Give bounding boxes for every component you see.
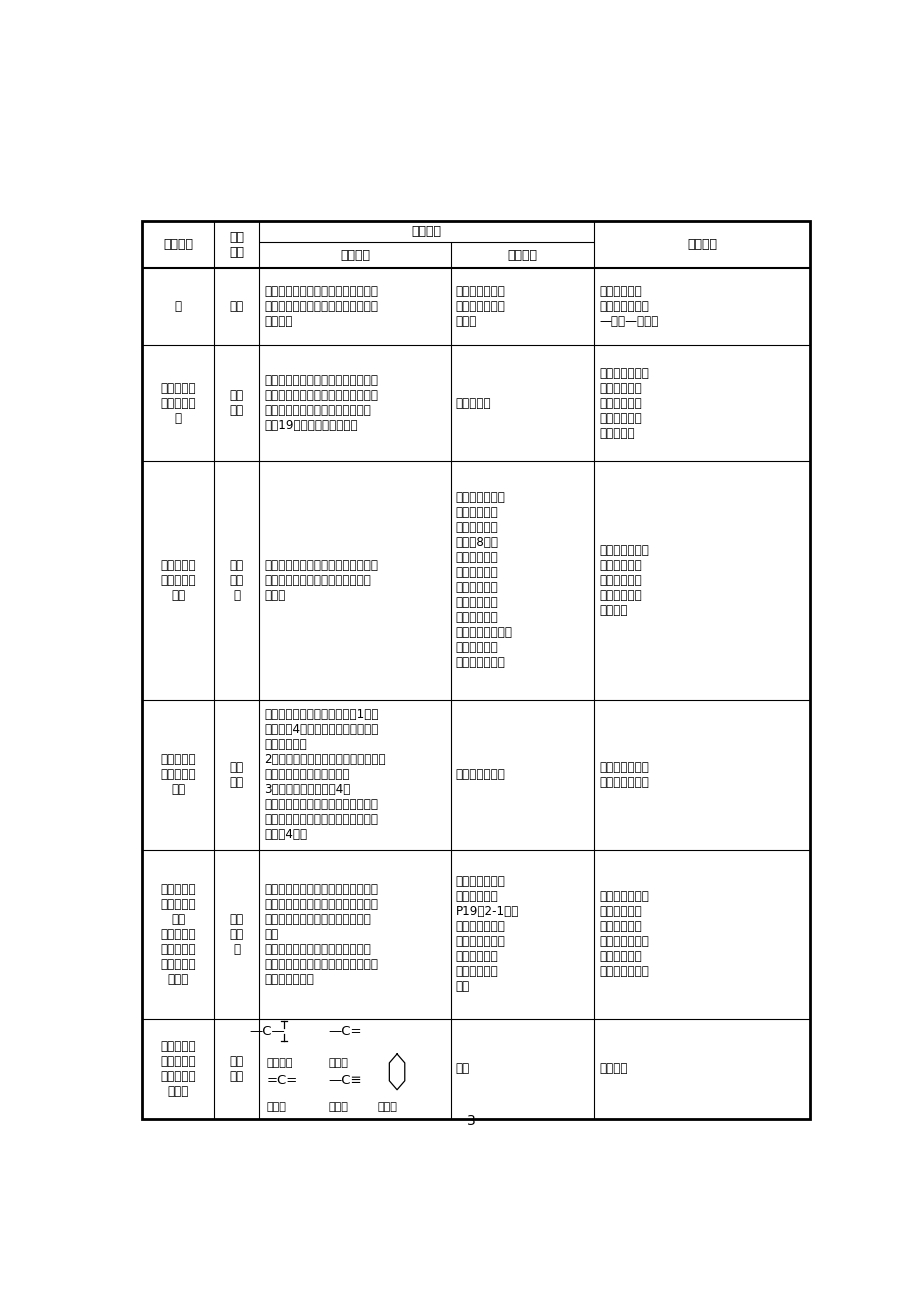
Text: 一: 一: [175, 301, 182, 312]
Text: 通过归纳，帮助
学生理清思路。: 通过归纳，帮助 学生理清思路。: [598, 760, 649, 789]
Text: 教师活动: 教师活动: [339, 249, 369, 262]
Text: 有机物中碳
原子的成键
特点: 有机物中碳 原子的成键 特点: [160, 753, 196, 797]
Text: 默记: 默记: [455, 1062, 470, 1075]
Text: 平面型: 平面型: [378, 1101, 397, 1112]
Text: 教学
环节: 教学 环节: [229, 230, 244, 259]
Text: =C=: =C=: [267, 1074, 298, 1087]
Text: 3: 3: [467, 1113, 475, 1128]
Text: 简单有机分
子的空间结
构及
碳原子的成
键方式与分
子空间构型
的关系: 简单有机分 子的空间结 构及 碳原子的成 键方式与分 子空间构型 的关系: [160, 883, 196, 986]
Text: 平面型: 平面型: [328, 1059, 347, 1068]
Text: 归纳
分析: 归纳 分析: [229, 1055, 244, 1083]
Text: 激发学生兴趣，
同时让学生认
识到人们对事
物的认识是逐
渐深入的。: 激发学生兴趣， 同时让学生认 识到人们对事 物的认识是逐 渐深入的。: [598, 367, 649, 440]
Text: 讨论：碳原子最
外层中子数是
多少？怎样才
能达到8电子
稳定结构？碳
原子的成键方
式有哪些？碳
原子的价键总
数是多少？什
么叫单键、双键、
叁键？什么叫
: 讨论：碳原子最 外层中子数是 多少？怎样才 能达到8电子 稳定结构？碳 原子的成…: [455, 491, 512, 669]
Text: 师生共同小结。: 师生共同小结。: [455, 768, 505, 781]
Text: 通过观察讨论，
让学生在探究
中认识有机物
中碳原子的成
键特点。: 通过观察讨论， 让学生在探究 中认识有机物 中碳原子的成 键特点。: [598, 544, 649, 617]
Text: 多媒体播放化学史话：有机化合物的
三维结构。思考：为什么范特霍夫和
勒贝尔提出的立体化学理论能解决
困扰19世纪化学家的难题？: 多媒体播放化学史话：有机化合物的 三维结构。思考：为什么范特霍夫和 勒贝尔提出的…: [264, 374, 378, 432]
Text: 有机物种类繁多，有很多有机物的分
子组成相同，但性质却有很大差异，
为什么？: 有机物种类繁多，有很多有机物的分 子组成相同，但性质却有很大差异， 为什么？: [264, 285, 378, 328]
Text: —C—: —C—: [249, 1025, 285, 1038]
Text: 明确研究有机
物的思路：组成
—结构—性质。: 明确研究有机 物的思路：组成 —结构—性质。: [598, 285, 658, 328]
Text: 结构决定性质，
结构不同，性质
不同。: 结构决定性质， 结构不同，性质 不同。: [455, 285, 505, 328]
Text: —C≡: —C≡: [328, 1074, 361, 1087]
Text: 引入: 引入: [229, 301, 244, 312]
Text: 教学内容: 教学内容: [163, 238, 193, 251]
Text: 学生活动: 学生活动: [507, 249, 537, 262]
Text: —C=: —C=: [328, 1025, 361, 1038]
Text: 观察
与思
考: 观察 与思 考: [229, 913, 244, 956]
Text: 直线型: 直线型: [328, 1101, 347, 1112]
Text: 有机物中碳原子的成键特征：1、碳
原子含有4个价电子，易跟多种原子
形成共价键。
2、易形成单键、双键、叁键、碳链、
碳环等多种复杂结构单元。
3、碳原子价键总: 有机物中碳原子的成键特征：1、碳 原子含有4个价电子，易跟多种原子 形成共价键。…: [264, 708, 385, 841]
Text: 设置
情景: 设置 情景: [229, 389, 244, 417]
Text: 设计意图: 设计意图: [686, 238, 717, 251]
Text: 教学活动: 教学活动: [411, 225, 441, 238]
Text: 交流
与讨
论: 交流 与讨 论: [229, 559, 244, 602]
Text: 分组，动手搭建
球棍模型。填
P19表2-1并思
考：碳原子的成
键方式与键角、
分子的空间构
型间有什么关
系？: 分组，动手搭建 球棍模型。填 P19表2-1并思 考：碳原子的成 键方式与键角、…: [455, 875, 518, 993]
Text: 归纳
板书: 归纳 板书: [229, 760, 244, 789]
Text: 理清思路: 理清思路: [598, 1062, 627, 1075]
Text: 有机分子的
结构是三维
的: 有机分子的 结构是三维 的: [160, 381, 196, 424]
Text: 有机物中碳
原子的成键
特点: 有机物中碳 原子的成键 特点: [160, 559, 196, 602]
Bar: [142, 221, 810, 1118]
Text: 思考、回答: 思考、回答: [455, 397, 491, 410]
Text: 观察甲烷、乙烯、乙炔、苯等有机物
的球棍模型，思考碳原子的成键方式
与分子的空间构型、键角有什么关
系？
分别用一个甲基取代以上模型中的
一个氢原子，甲基中的碳: 观察甲烷、乙烯、乙炔、苯等有机物 的球棍模型，思考碳原子的成键方式 与分子的空间…: [264, 883, 378, 986]
Text: 碳原子的成
键方式与分
子空间构型
的关系: 碳原子的成 键方式与分 子空间构型 的关系: [160, 1040, 196, 1098]
Text: 四面体型: 四面体型: [267, 1059, 293, 1068]
Text: 从二维到三维，
切身体会有机
分子的立体结
构。归纳碳原子
成键方式与空
间构型的关系。: 从二维到三维， 切身体会有机 分子的立体结 构。归纳碳原子 成键方式与空 间构型…: [598, 891, 649, 978]
Text: 指导学生搭建甲烷、乙烯、乙炔、苯
等有机物的球棍模型并进行交流与
讨论。: 指导学生搭建甲烷、乙烯、乙炔、苯 等有机物的球棍模型并进行交流与 讨论。: [264, 559, 378, 602]
Text: 直线型: 直线型: [267, 1101, 286, 1112]
